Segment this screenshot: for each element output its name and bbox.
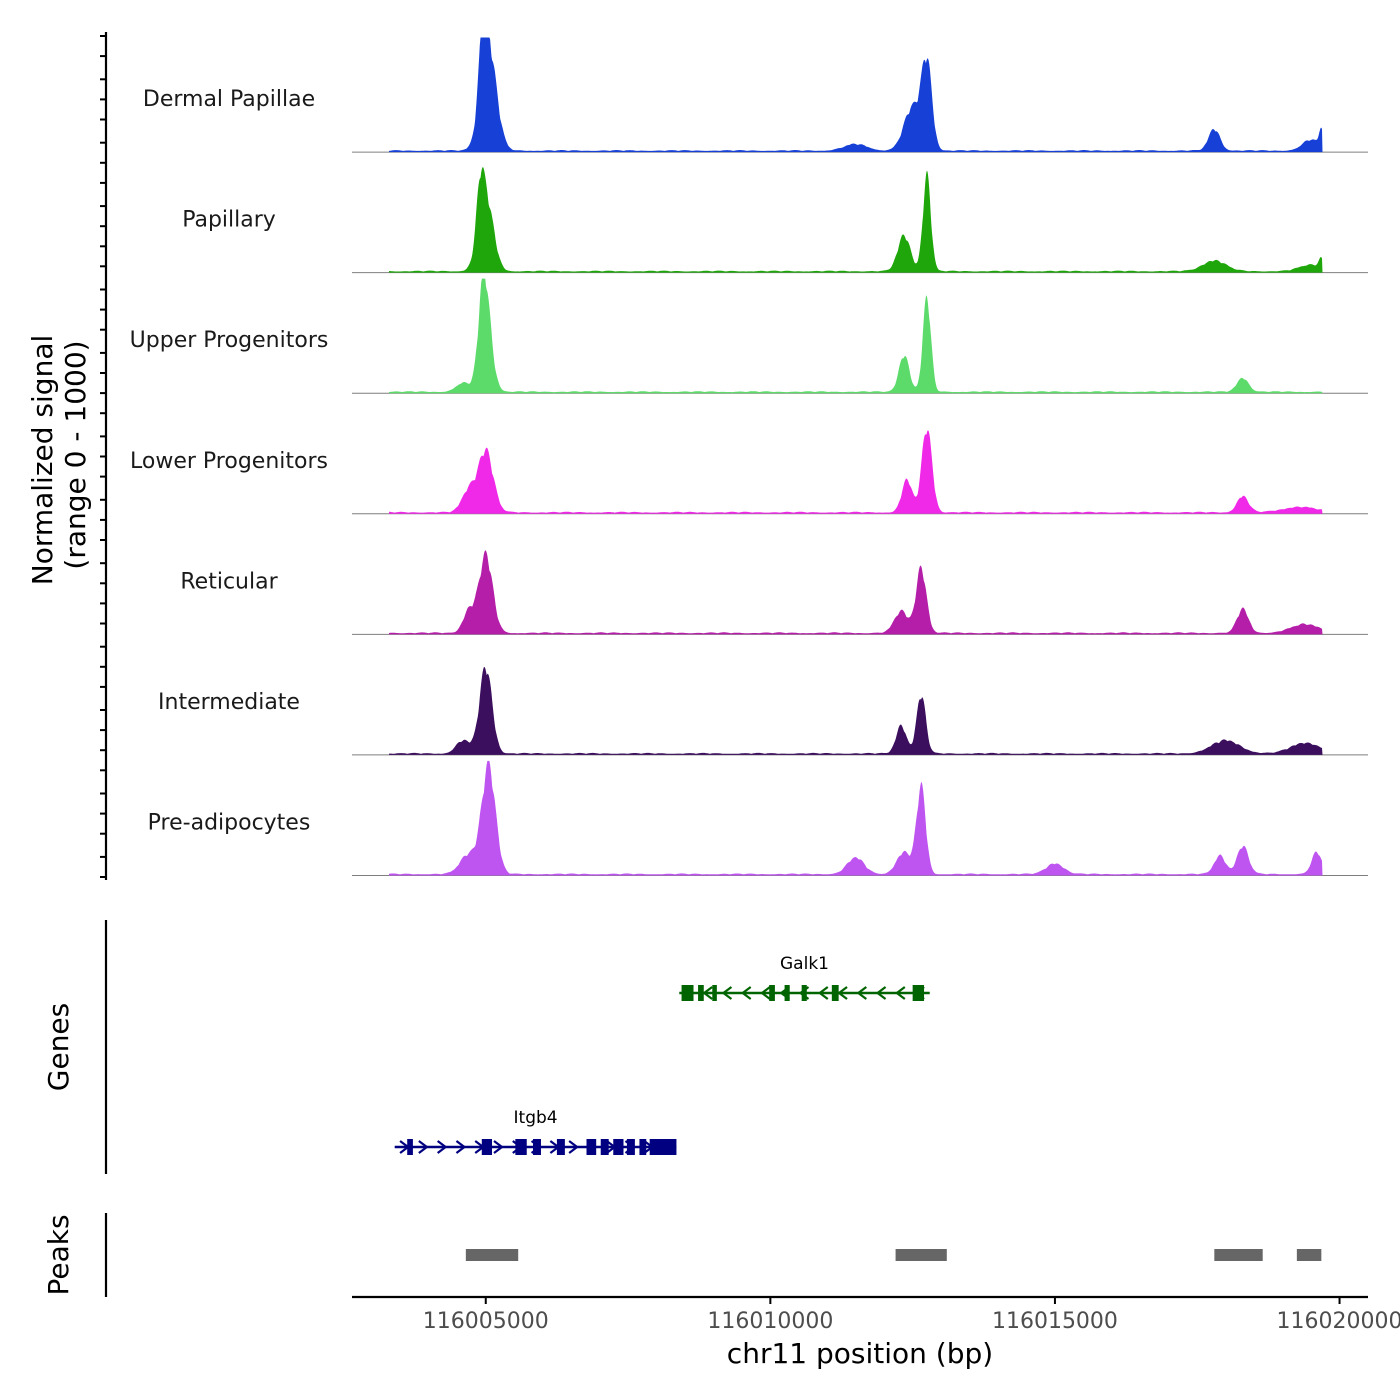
genes-panel: Galk1 Itgb4	[104, 920, 930, 1174]
strand-arrow	[418, 1140, 429, 1154]
coverage-panel	[100, 32, 1368, 880]
signal-area-intermediate	[389, 667, 1323, 755]
track-label-reticular: Reticular	[180, 569, 278, 594]
track-label-dermal-papillae: Dermal Papillae	[143, 87, 315, 112]
x-tick-label: 116015000	[992, 1309, 1118, 1334]
track-label-pre-adipocytes: Pre-adipocytes	[148, 811, 311, 836]
signal-area-lower-progenitors	[389, 430, 1323, 514]
strand-arrow	[721, 986, 733, 1000]
gene-exon	[407, 1139, 413, 1155]
gene-exon	[912, 985, 925, 1001]
x-tick-label: 116005000	[423, 1309, 549, 1334]
gene-exon	[639, 1139, 647, 1155]
gene-exon	[698, 985, 704, 1001]
strand-arrow	[568, 1140, 579, 1154]
gene-galk1: Galk1	[679, 954, 930, 1001]
y-axis-title: Normalized signal	[26, 335, 59, 586]
strand-arrow	[493, 1140, 504, 1154]
strand-arrow	[837, 986, 848, 1000]
gene-exon	[556, 1139, 565, 1155]
gene-exon	[681, 985, 694, 1001]
gene-exon	[649, 1139, 677, 1155]
gene-label: Galk1	[780, 954, 829, 974]
signal-area-dermal-papillae	[389, 37, 1323, 153]
gene-exon	[801, 985, 807, 1001]
signal-area-reticular	[389, 550, 1323, 635]
signal-area-papillary	[389, 167, 1323, 273]
peak-region	[1296, 1249, 1322, 1261]
y-axis-subtitle: (range 0 - 1000)	[59, 340, 92, 569]
gene-exon	[613, 1139, 624, 1155]
strand-arrow	[894, 986, 906, 1000]
strand-arrow	[760, 986, 771, 1000]
gene-exon	[712, 985, 717, 1001]
signal-area-upper-progenitors	[389, 278, 1323, 394]
track-labels: Dermal Papillae Papillary Upper Progenitor…	[130, 87, 329, 835]
gene-exon	[600, 1139, 609, 1155]
track-label-lower-progenitors: Lower Progenitors	[130, 449, 328, 474]
gene-exon	[481, 1139, 493, 1155]
peaks-panel	[104, 1213, 1322, 1297]
strand-arrow	[856, 986, 867, 1000]
signal-area-pre-adipocytes	[389, 760, 1323, 876]
strand-arrow	[436, 1140, 448, 1154]
peak-region	[465, 1249, 519, 1261]
gene-label: Itgb4	[514, 1108, 558, 1128]
gene-exon	[626, 1139, 635, 1155]
gene-exon	[533, 1139, 541, 1155]
strand-arrow	[702, 986, 713, 1000]
strand-arrow	[875, 986, 887, 1000]
strand-arrow	[740, 986, 752, 1000]
genes-panel-title: Genes	[42, 1003, 75, 1091]
track-label-intermediate: Intermediate	[158, 690, 300, 715]
track-label-upper-progenitors: Upper Progenitors	[130, 328, 329, 353]
gene-exon	[515, 1139, 527, 1155]
strand-arrow	[455, 1140, 467, 1154]
gene-exon	[769, 985, 775, 1001]
x-tick-label: 116010000	[707, 1309, 833, 1334]
track-label-papillary: Papillary	[182, 208, 276, 233]
x-tick-label: 116020000	[1277, 1309, 1400, 1334]
peak-region	[1214, 1249, 1263, 1261]
peak-region	[895, 1249, 947, 1261]
peaks-panel-title: Peaks	[42, 1214, 75, 1295]
x-axis: 116005000 116010000 116015000 116020000	[352, 1295, 1400, 1334]
strand-arrow	[817, 986, 829, 1000]
gene-exon	[784, 985, 790, 1001]
gene-exon	[831, 985, 839, 1001]
gene-exon	[586, 1139, 597, 1155]
gene-itgb4: Itgb4	[394, 1108, 677, 1155]
x-axis-title: chr11 position (bp)	[727, 1337, 993, 1370]
